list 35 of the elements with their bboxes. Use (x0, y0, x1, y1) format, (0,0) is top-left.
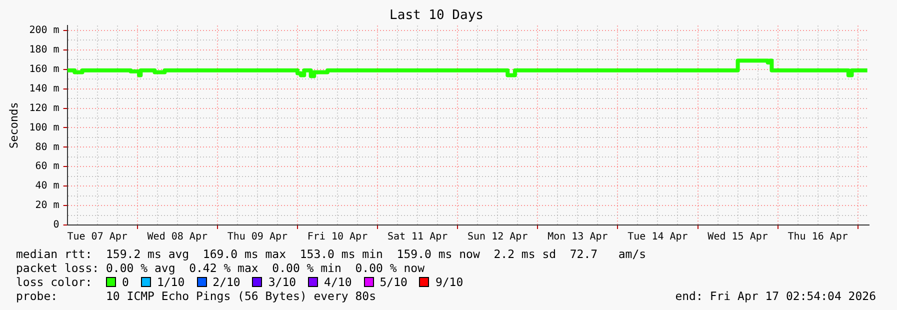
y-tick-label: 80 m (35, 142, 60, 153)
y-tick-label: 100 m (29, 122, 60, 134)
x-tick-label: Thu 09 Apr (227, 232, 288, 243)
text: packet loss: 0.00 % avg 0.42 % max 0.00 % min 0.00 % now (16, 261, 424, 275)
x-tick-label: Tue 14 Apr (628, 232, 688, 243)
legend-label: 3/10 (268, 275, 296, 289)
x-tick-label: Sat 11 Apr (387, 232, 448, 243)
text: probe: 10 ICMP Echo Pings (56 Bytes) every 80s (16, 289, 376, 303)
y-tick-label: 180 m (29, 44, 60, 56)
x-tick-label: Sun 12 Apr (468, 232, 528, 243)
x-tick-label: Wed 08 Apr (147, 232, 208, 243)
y-tick-label: 160 m (29, 64, 60, 75)
legend-label: 5/10 (380, 275, 408, 289)
legend-label: 2/10 (212, 275, 240, 289)
y-tick-label: 20 m (35, 200, 60, 212)
legend-label: 4/10 (324, 275, 352, 289)
text: median rtt: 159.2 ms avg 169.0 ms max 153.0 ms min 159.0 ms now 2.2 ms sd 72.7 am/s (16, 247, 646, 261)
y-tick-label: 60 m (35, 161, 60, 172)
legend-title: loss color: (16, 275, 94, 289)
legend-label: 1/10 (156, 275, 185, 289)
x-tick-label: Wed 15 Apr (708, 232, 768, 243)
y-tick-label: 140 m (29, 83, 60, 94)
x-tick-label: Tue 07 Apr (67, 232, 128, 243)
y-tick-label: 40 m (35, 180, 60, 192)
chart-title: Last 10 Days (390, 8, 484, 24)
y-tick-label: 200 m (29, 25, 60, 36)
y-tick-label: 120 m (29, 102, 60, 114)
legend-label: 0 (122, 275, 129, 289)
x-tick-label: Mon 13 Apr (548, 232, 608, 243)
y-axis-title: Seconds (7, 102, 20, 148)
text: end: Fri Apr 17 02:54:04 2026 (675, 289, 876, 303)
y-tick-label: 0 (53, 220, 60, 231)
x-tick-label: Fri 10 Apr (307, 232, 368, 243)
x-tick-label: Thu 16 Apr (788, 232, 848, 243)
legend-label: 9/10 (435, 275, 464, 289)
